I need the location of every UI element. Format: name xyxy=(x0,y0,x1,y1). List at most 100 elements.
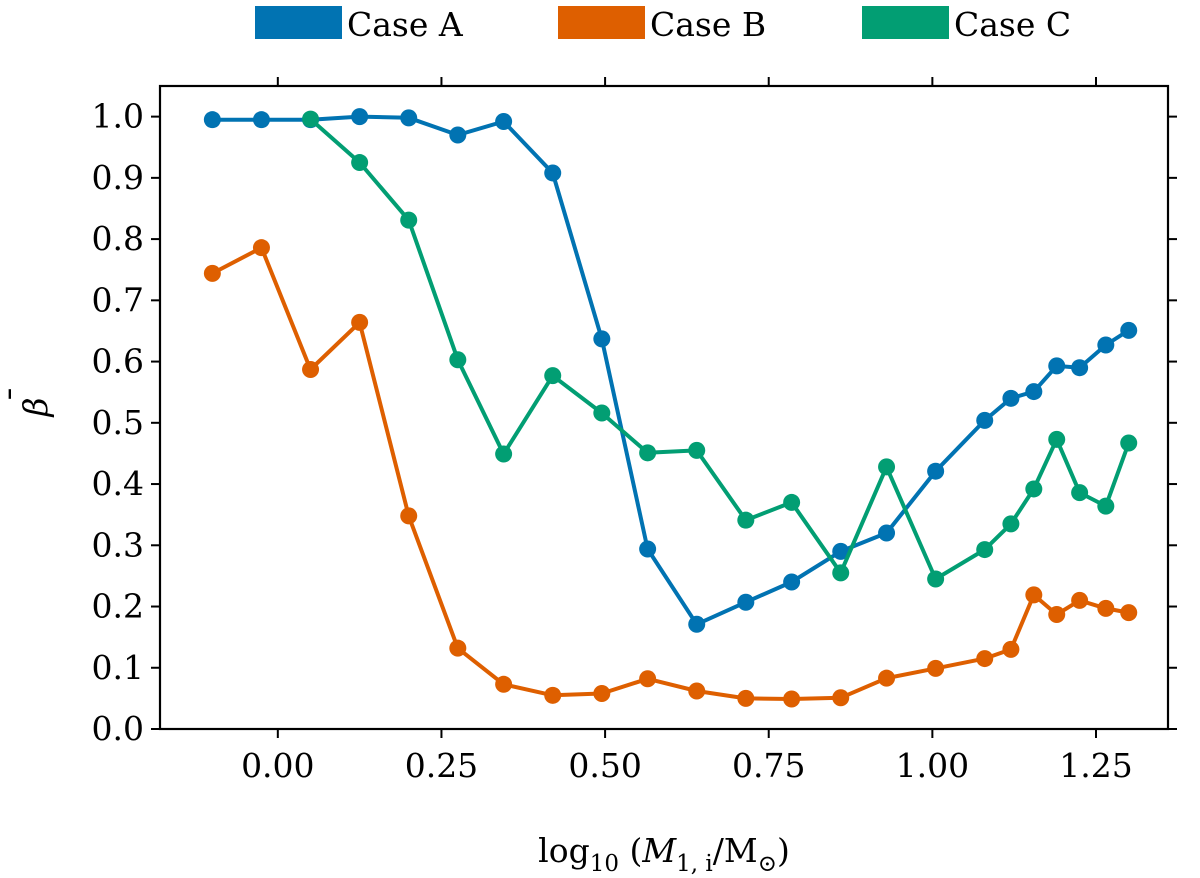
legend-label-case-a: Case A xyxy=(347,5,464,44)
data-point-case-b xyxy=(544,686,562,704)
data-point-case-c xyxy=(737,511,755,529)
legend-swatch-case-b xyxy=(558,6,645,39)
y-tick-label: 0.5 xyxy=(92,403,144,442)
data-point-case-b xyxy=(351,313,369,331)
data-point-case-a xyxy=(252,111,270,129)
data-point-case-a xyxy=(878,524,896,542)
data-point-case-c xyxy=(878,458,896,476)
data-point-case-b xyxy=(737,689,755,707)
y-axis-label-text: β xyxy=(16,397,55,418)
data-point-case-b xyxy=(1002,640,1020,658)
data-point-case-a xyxy=(639,540,657,558)
data-point-case-a xyxy=(927,462,945,480)
y-tick-label: 0.8 xyxy=(92,219,144,258)
data-point-case-c xyxy=(927,570,945,588)
data-point-case-b xyxy=(1048,605,1066,623)
y-tick-label: 1.0 xyxy=(92,97,144,136)
data-point-case-c xyxy=(976,541,994,559)
data-point-case-b xyxy=(1120,604,1138,622)
x-tick-label: 1.25 xyxy=(1059,746,1132,785)
data-point-case-c xyxy=(449,351,467,369)
data-point-case-c xyxy=(400,211,418,229)
data-point-case-b xyxy=(688,682,706,700)
y-tick-label: 0.6 xyxy=(92,342,144,381)
y-tick-label: 0.3 xyxy=(92,525,144,564)
xlabel-log: log xyxy=(538,831,590,870)
xlabel-close-paren: ) xyxy=(777,831,790,870)
data-point-case-b xyxy=(593,684,611,702)
y-axis-label: β¯ xyxy=(2,386,55,419)
data-point-case-c xyxy=(1048,430,1066,448)
data-point-case-a xyxy=(1048,357,1066,375)
series-line-case-b xyxy=(211,245,1130,701)
y-tick-label: 0.1 xyxy=(92,648,144,687)
data-point-case-a xyxy=(1071,359,1089,377)
data-point-case-a xyxy=(1097,336,1115,354)
data-point-case-a xyxy=(351,108,369,126)
xlabel-log-base: 10 xyxy=(590,851,619,877)
data-point-case-b xyxy=(639,670,657,688)
data-point-case-a xyxy=(1025,383,1043,401)
data-point-case-b xyxy=(976,650,994,668)
xlabel-open-paren: ( xyxy=(619,831,642,870)
axis-ticks: 0.00 0.25 0.50 0.75 1.00 1.25 0.0 0.1 0.2 0.3 0.4 0… xyxy=(92,77,1177,785)
data-point-case-b xyxy=(1025,586,1043,604)
xlabel-mass-symbol: M xyxy=(641,831,677,870)
data-point-case-b xyxy=(449,639,467,657)
data-point-case-c xyxy=(302,110,320,128)
x-tick-label: 1.00 xyxy=(896,746,969,785)
data-point-case-c xyxy=(1002,515,1020,533)
data-point-case-a xyxy=(449,126,467,144)
x-tick-label: 0.25 xyxy=(405,746,478,785)
data-point-case-b xyxy=(400,507,418,525)
data-point-case-a xyxy=(1002,389,1020,407)
legend-label-case-b: Case B xyxy=(650,5,766,44)
data-point-case-c xyxy=(495,445,513,463)
data-point-case-c xyxy=(832,564,850,582)
data-point-case-a xyxy=(203,111,221,129)
x-axis-label-text: log10 (M1, i/M⊙) xyxy=(538,831,790,877)
legend: Case A Case B Case C xyxy=(255,5,1071,44)
data-point-case-c xyxy=(1071,484,1089,502)
data-point-case-b xyxy=(302,361,320,379)
data-point-case-b xyxy=(495,675,513,693)
x-tick-label: 0.75 xyxy=(732,746,805,785)
data-point-case-b xyxy=(832,689,850,707)
data-point-case-b xyxy=(203,264,221,282)
plot-frame xyxy=(158,84,1170,731)
data-point-case-b xyxy=(252,239,270,257)
y-tick-label: 0.0 xyxy=(92,709,144,748)
data-point-case-a xyxy=(544,164,562,182)
xlabel-solar-mass: /M xyxy=(713,831,758,870)
xlabel-mass-subscript: 1, i xyxy=(676,851,713,877)
data-point-case-c xyxy=(544,367,562,385)
legend-swatch-case-c xyxy=(862,6,949,39)
plot-area xyxy=(203,108,1138,708)
data-point-case-c xyxy=(783,493,801,511)
data-point-case-a xyxy=(976,411,994,429)
data-point-case-a xyxy=(593,330,611,348)
y-tick-label: 0.2 xyxy=(92,587,144,626)
data-point-case-a xyxy=(737,593,755,611)
data-point-case-c xyxy=(1120,434,1138,452)
series-line-case-c xyxy=(309,117,1131,581)
data-point-case-a xyxy=(400,109,418,127)
x-axis-label: log10 (M1, i/M⊙) xyxy=(538,831,790,877)
data-point-case-b xyxy=(783,690,801,708)
data-point-case-c xyxy=(639,444,657,462)
xlabel-sun-symbol: ⊙ xyxy=(758,851,777,877)
x-tick-label: 0.50 xyxy=(568,746,641,785)
data-point-case-c xyxy=(1025,480,1043,498)
data-point-case-b xyxy=(927,659,945,677)
data-point-case-c xyxy=(351,154,369,172)
legend-swatch-case-a xyxy=(255,6,342,39)
x-tick-label: 0.00 xyxy=(241,746,314,785)
data-point-case-b xyxy=(1071,591,1089,609)
y-tick-label: 0.9 xyxy=(92,158,144,197)
data-point-case-a xyxy=(495,113,513,131)
data-point-case-c xyxy=(688,441,706,459)
y-axis-label-bar: ¯ xyxy=(2,386,41,403)
data-point-case-c xyxy=(593,404,611,422)
data-point-case-b xyxy=(1097,599,1115,617)
